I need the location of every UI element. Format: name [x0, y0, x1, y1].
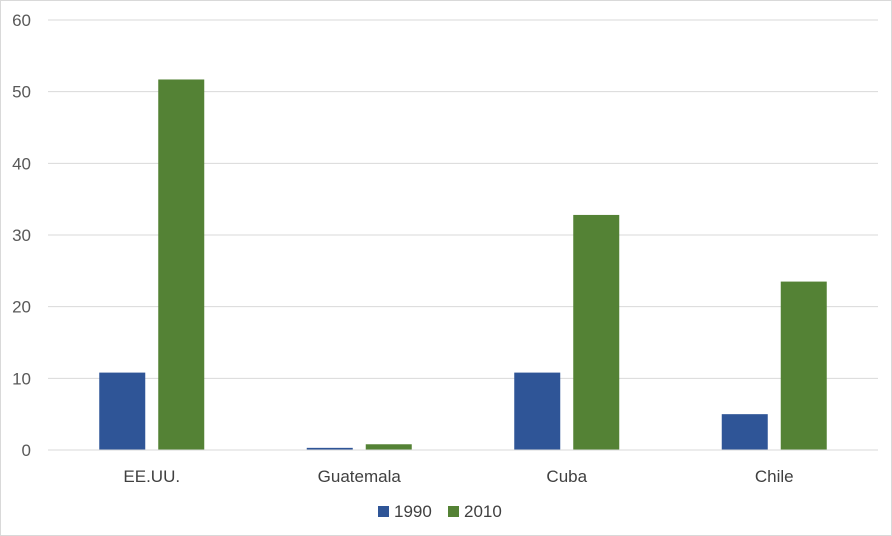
legend-label-1990: 1990 [394, 502, 432, 521]
legend-swatch-1990 [378, 506, 389, 517]
y-axis-tick-labels: 0 10 20 30 40 50 60 [12, 11, 31, 460]
legend: 1990 2010 [378, 502, 502, 521]
bar-1990-cuba [514, 372, 561, 450]
x-category-label: EE.UU. [123, 467, 180, 486]
bar-2010-chile [780, 281, 827, 450]
bar-1990-ee-uu- [99, 372, 146, 450]
y-tick-label: 30 [12, 226, 31, 245]
y-tick-label: 50 [12, 83, 31, 102]
bar-2010-ee-uu- [158, 79, 205, 450]
bar-2010-guatemala [365, 444, 412, 450]
x-category-label: Cuba [546, 467, 587, 486]
legend-label-2010: 2010 [464, 502, 502, 521]
x-category-label: Guatemala [318, 467, 402, 486]
y-tick-label: 40 [12, 154, 31, 173]
x-category-label: Chile [755, 467, 794, 486]
y-tick-label: 60 [12, 11, 31, 30]
bar-1990-chile [721, 414, 768, 450]
bars [99, 79, 827, 450]
x-axis-category-labels: EE.UU. Guatemala Cuba Chile [123, 467, 793, 486]
y-tick-label: 0 [22, 441, 31, 460]
y-tick-label: 10 [12, 369, 31, 388]
legend-swatch-2010 [448, 506, 459, 517]
bar-2010-cuba [573, 214, 620, 450]
y-tick-label: 20 [12, 298, 31, 317]
bar-1990-guatemala [306, 447, 353, 450]
